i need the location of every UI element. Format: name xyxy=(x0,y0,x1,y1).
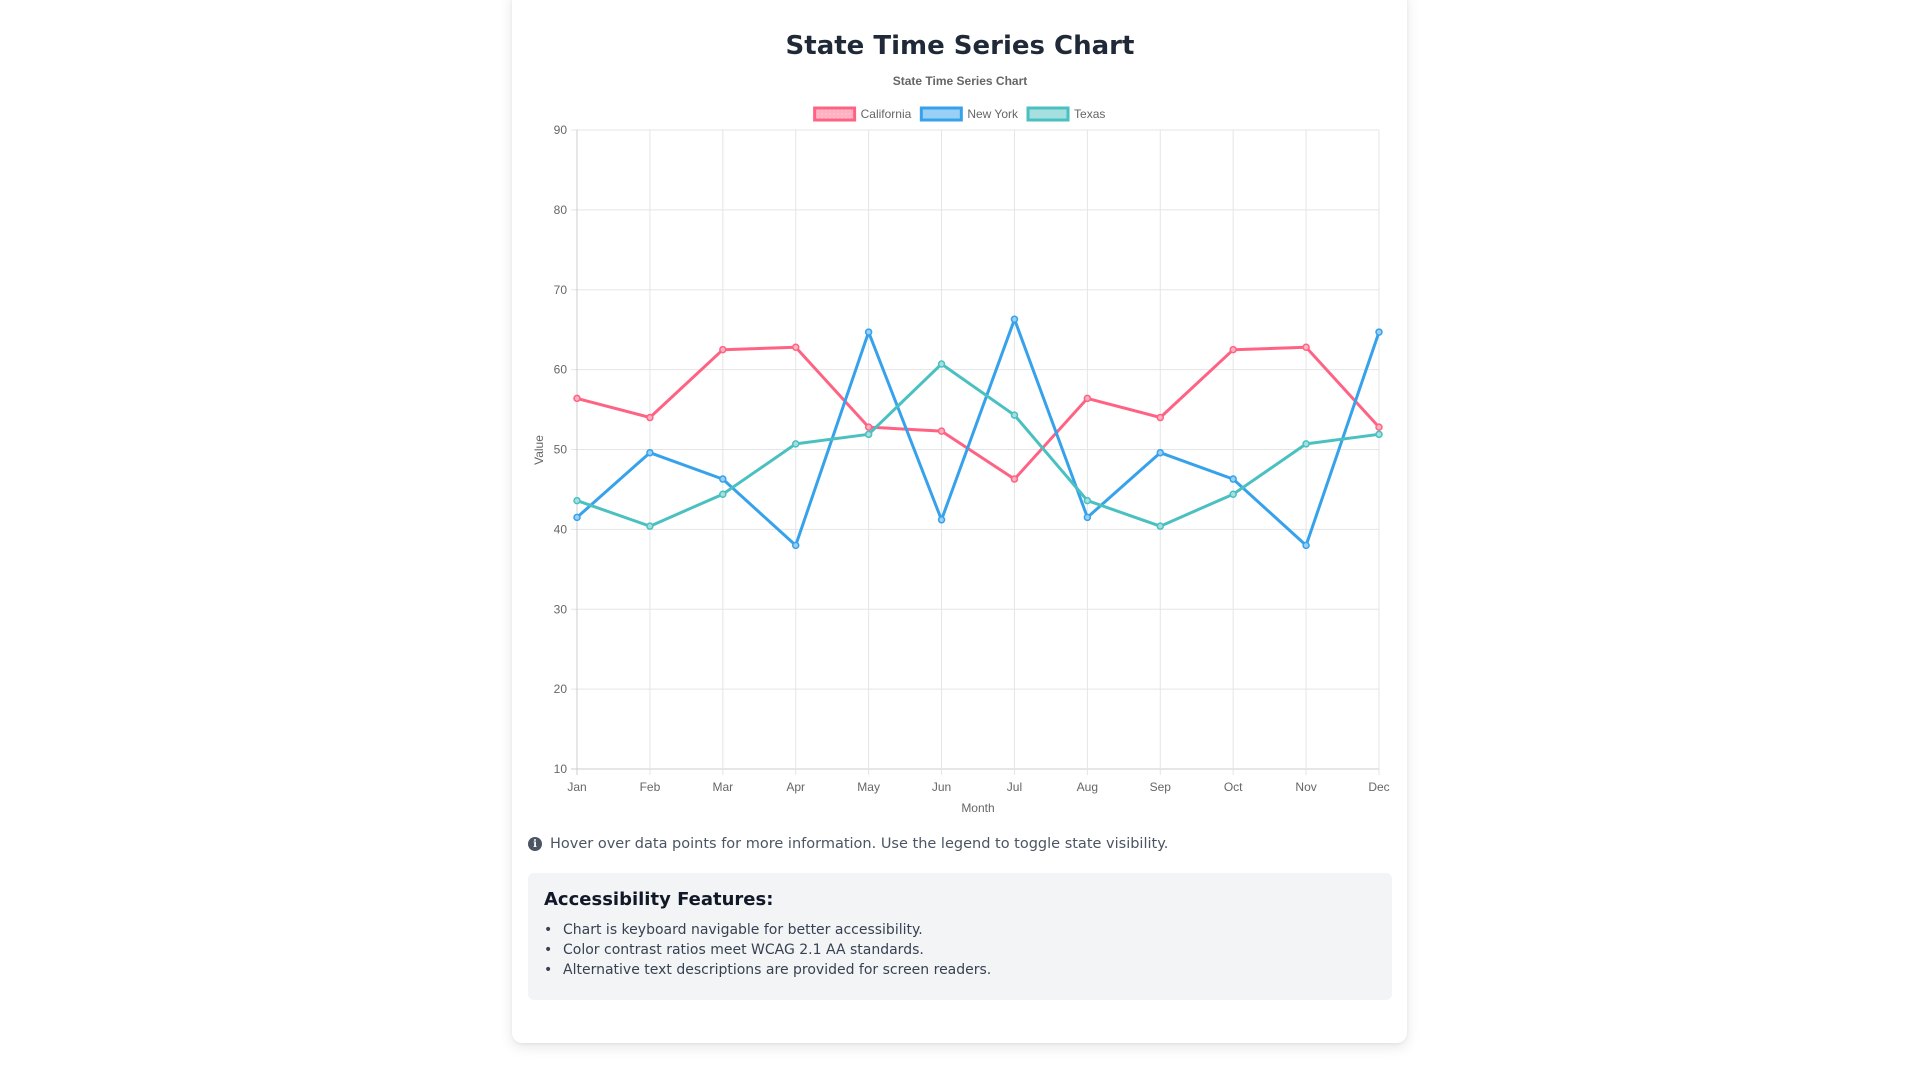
x-tick-label: Jul xyxy=(1007,780,1022,794)
x-tick-label: Dec xyxy=(1368,780,1389,794)
data-point xyxy=(1010,475,1019,483)
x-axis: Jan Feb Mar Apr May Jun Jul Aug Sep Oct Nov Dec xyxy=(567,780,1389,794)
data-point xyxy=(573,513,581,522)
legend: California New York Texas xyxy=(813,106,1105,122)
data-point xyxy=(1375,430,1383,439)
series-line xyxy=(575,317,1381,547)
data-point xyxy=(864,328,873,336)
data-point xyxy=(1229,475,1237,483)
data-point xyxy=(1010,411,1019,419)
legend-swatch xyxy=(1026,106,1070,122)
data-point xyxy=(573,394,581,403)
x-tick-label: Nov xyxy=(1295,780,1316,794)
y-axis: 10 20 30 40 50 60 70 80 90 xyxy=(554,123,568,776)
accessibility-item: Alternative text descriptions are provid… xyxy=(544,960,1376,980)
data-point xyxy=(1083,394,1092,403)
legend-label: California xyxy=(861,107,912,121)
data-point xyxy=(646,522,654,530)
line-chart[interactable]: State Time Series Chart California New Yo… xyxy=(0,0,1920,830)
series-california xyxy=(573,343,1383,483)
data-point xyxy=(1156,413,1165,422)
x-tick-label: May xyxy=(857,780,880,794)
page-title: State Time Series Chart xyxy=(785,31,1135,62)
y-tick-label: 30 xyxy=(554,602,568,616)
data-point xyxy=(864,423,873,431)
legend-item-new-york[interactable]: New York xyxy=(919,106,1019,122)
y-tick-label: 20 xyxy=(554,682,568,696)
data-point xyxy=(646,413,654,422)
accessibility-list: Chart is keyboard navigable for better a… xyxy=(544,920,1376,980)
data-point xyxy=(719,475,727,483)
y-tick-label: 40 xyxy=(554,522,568,536)
data-point xyxy=(791,440,800,448)
series-layer xyxy=(573,315,1383,550)
chart-title: State Time Series Chart xyxy=(893,74,1028,88)
x-tick-label: Sep xyxy=(1150,780,1172,794)
data-point xyxy=(646,448,654,457)
y-tick-label: 70 xyxy=(554,283,568,297)
x-tick-label: Apr xyxy=(786,780,805,794)
grid xyxy=(571,129,1380,775)
data-point xyxy=(791,541,800,550)
data-point xyxy=(719,345,727,354)
data-point xyxy=(937,427,946,435)
accessibility-title: Accessibility Features: xyxy=(544,889,774,910)
x-tick-label: Mar xyxy=(712,780,733,794)
accessibility-item: Chart is keyboard navigable for better a… xyxy=(544,920,1376,940)
legend-swatch xyxy=(919,106,963,122)
x-tick-label: Jan xyxy=(567,780,586,794)
info-text: Hover over data points for more informat… xyxy=(550,836,1169,852)
data-point xyxy=(864,430,873,439)
data-point xyxy=(1010,315,1019,324)
data-point xyxy=(1375,328,1383,336)
y-tick-label: 50 xyxy=(554,443,568,457)
series-texas xyxy=(573,360,1383,530)
data-point xyxy=(573,496,581,505)
x-tick-label: Oct xyxy=(1224,780,1243,794)
legend-item-texas[interactable]: Texas xyxy=(1026,106,1105,122)
data-point xyxy=(1083,513,1092,522)
y-tick-label: 80 xyxy=(554,203,568,217)
data-point xyxy=(937,516,946,524)
data-point xyxy=(1229,490,1237,498)
accessibility-item: Color contrast ratios meet WCAG 2.1 AA s… xyxy=(544,940,1376,960)
legend-label: New York xyxy=(967,107,1019,121)
data-point xyxy=(1083,496,1092,505)
x-tick-label: Aug xyxy=(1077,780,1098,794)
info-circle-icon: i xyxy=(528,837,542,851)
data-point xyxy=(1375,423,1383,431)
series-new-york xyxy=(573,315,1383,550)
y-tick-label: 90 xyxy=(554,123,568,137)
series-line xyxy=(575,362,1381,528)
y-tick-label: 60 xyxy=(554,363,568,377)
accessibility-panel: Accessibility Features: Chart is keyboar… xyxy=(528,873,1392,1000)
x-axis-label: Month xyxy=(961,801,994,815)
info-line: i Hover over data points for more inform… xyxy=(528,836,1168,852)
data-point xyxy=(1156,448,1165,457)
legend-label: Texas xyxy=(1074,107,1105,121)
legend-swatch xyxy=(813,106,857,122)
y-axis-label: Value xyxy=(532,435,546,465)
data-point xyxy=(1302,440,1310,448)
data-point xyxy=(1229,345,1237,354)
data-point xyxy=(719,490,727,498)
data-point xyxy=(1302,541,1310,550)
x-tick-label: Feb xyxy=(640,780,661,794)
series-line xyxy=(575,345,1381,481)
y-tick-label: 10 xyxy=(554,762,568,776)
data-point xyxy=(1302,343,1310,352)
data-point xyxy=(791,343,800,352)
x-tick-label: Jun xyxy=(932,780,951,794)
data-point xyxy=(937,360,946,368)
legend-item-california[interactable]: California xyxy=(813,106,912,122)
data-point xyxy=(1156,522,1165,530)
